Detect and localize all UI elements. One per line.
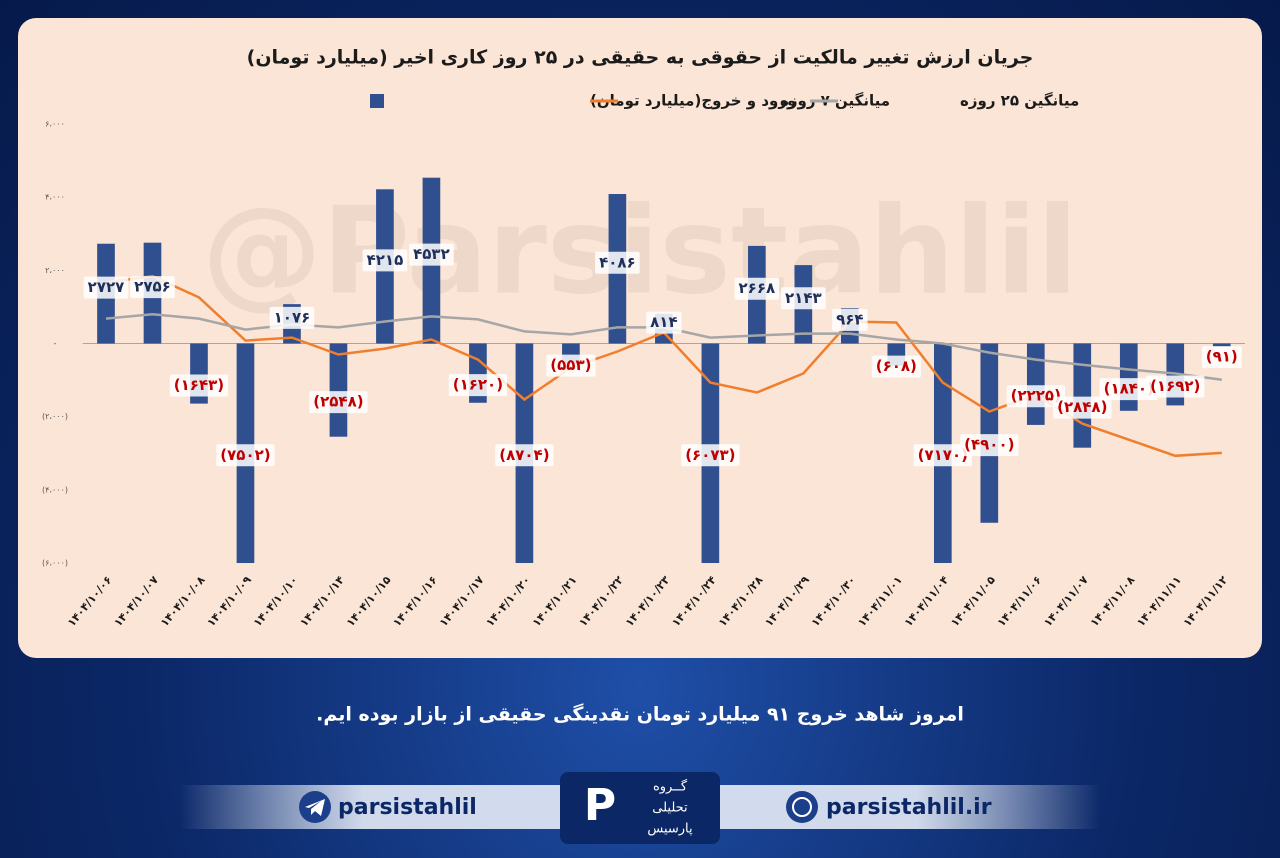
logo-line: تحلیلی bbox=[652, 801, 688, 816]
data-label-bg bbox=[269, 306, 315, 329]
chart-title: جریان ارزش تغییر مالکیت از حقوقی به حقیق… bbox=[247, 47, 1034, 69]
caption: امروز شاهد خروج ۹۱ میلیارد تومان نقدینگی… bbox=[316, 703, 964, 726]
data-label: (۹۱) bbox=[1206, 348, 1238, 366]
data-label-bg bbox=[1201, 346, 1242, 369]
data-label-bg bbox=[913, 444, 972, 467]
data-label: (۲۵۴۸) bbox=[313, 393, 363, 411]
data-label: ۲۱۴۳ bbox=[785, 289, 822, 307]
logo-line: گــروه bbox=[653, 779, 688, 795]
data-label-bg bbox=[448, 374, 508, 397]
data-label-bg bbox=[130, 276, 175, 299]
logo-box bbox=[560, 772, 720, 844]
data-label-bg bbox=[309, 391, 368, 414]
legend-swatch bbox=[370, 94, 384, 108]
data-label: (۶۰۸) bbox=[876, 357, 917, 375]
bar bbox=[1026, 343, 1045, 425]
logo-line: پارسیس bbox=[647, 822, 693, 837]
data-label: ۲۷۲۷ bbox=[88, 278, 125, 296]
data-label: ۴۰۸۶ bbox=[599, 253, 636, 271]
data-label-bg bbox=[960, 434, 1019, 457]
y-tick-label: - bbox=[54, 339, 57, 348]
data-label-bg bbox=[646, 311, 682, 334]
data-label: (۴۹۰۰) bbox=[964, 436, 1014, 454]
data-label-bg bbox=[216, 444, 275, 467]
data-label: (۷۱۷۰) bbox=[918, 446, 968, 464]
bar bbox=[1119, 343, 1138, 411]
data-label: (۶۰۷۳) bbox=[685, 446, 735, 464]
data-label: (۸۷۰۴) bbox=[499, 446, 549, 464]
data-label: (۱۶۴۳) bbox=[174, 376, 224, 394]
data-label-bg bbox=[169, 374, 229, 397]
data-label: ۸۱۴ bbox=[650, 313, 677, 331]
data-label-bg bbox=[1053, 396, 1112, 419]
logo-mark: P bbox=[584, 780, 616, 831]
data-label-bg bbox=[871, 355, 921, 378]
y-tick-label: ۴،۰۰۰ bbox=[45, 193, 65, 202]
data-label: ۹۶۴ bbox=[836, 310, 863, 328]
data-label: (۲۸۴۸) bbox=[1057, 398, 1107, 416]
data-label: ۲۷۵۶ bbox=[134, 278, 171, 296]
data-label-bg bbox=[1006, 385, 1065, 408]
web-glyph bbox=[792, 797, 812, 817]
data-label-bg bbox=[832, 308, 868, 331]
data-label-bg bbox=[1146, 375, 1205, 398]
y-tick-label: (۴،۰۰۰) bbox=[42, 485, 68, 494]
bar bbox=[1212, 343, 1231, 347]
y-tick-label: ۶،۰۰۰ bbox=[45, 120, 65, 129]
y-tick-label: (۶،۰۰۰) bbox=[42, 559, 68, 568]
legend: ورود و خروج(میلیارد تومان)میانگین ۷ روزه… bbox=[370, 92, 1079, 110]
data-label-bg bbox=[781, 287, 826, 310]
chart-panel bbox=[18, 18, 1262, 658]
data-label: (۱۸۴۰) bbox=[1104, 380, 1154, 398]
website: parsistahlil.ir bbox=[826, 795, 992, 820]
data-label: (۵۵۳) bbox=[550, 356, 591, 374]
data-label: (۲۲۲۵) bbox=[1011, 387, 1061, 405]
legend-label: ورود و خروج(میلیارد تومان) bbox=[590, 92, 796, 110]
data-label-bg bbox=[546, 354, 596, 377]
data-label: ۴۵۳۲ bbox=[413, 245, 450, 263]
bar bbox=[1073, 343, 1092, 448]
data-label-bg bbox=[595, 251, 640, 274]
web-icon bbox=[786, 791, 818, 823]
data-label: ۱۰۷۶ bbox=[274, 308, 311, 326]
watermark: @Parsistahlil bbox=[202, 183, 1078, 322]
data-label: (۱۶۲۰) bbox=[453, 376, 503, 394]
data-label-bg bbox=[409, 243, 454, 266]
data-label-bg bbox=[495, 444, 554, 467]
bar bbox=[980, 343, 999, 523]
data-label-bg bbox=[83, 276, 129, 299]
legend-label: میانگین ۲۵ روزه bbox=[960, 92, 1079, 110]
data-label-bg bbox=[362, 249, 408, 272]
data-label-bg bbox=[734, 277, 780, 300]
telegram-glyph bbox=[305, 799, 325, 816]
data-label-bg bbox=[681, 444, 740, 467]
bar bbox=[329, 343, 348, 437]
data-label: (۱۶۹۲) bbox=[1150, 377, 1200, 395]
data-label: ۲۶۶۸ bbox=[739, 279, 776, 297]
data-label: (۷۵۰۲) bbox=[220, 446, 270, 464]
data-label: ۴۲۱۵ bbox=[367, 251, 404, 269]
y-tick-label: (۲،۰۰۰) bbox=[42, 412, 68, 421]
y-tick-label: ۲،۰۰۰ bbox=[45, 266, 65, 275]
telegram-handle: parsistahlil bbox=[338, 795, 477, 820]
data-label-bg bbox=[1099, 378, 1158, 401]
